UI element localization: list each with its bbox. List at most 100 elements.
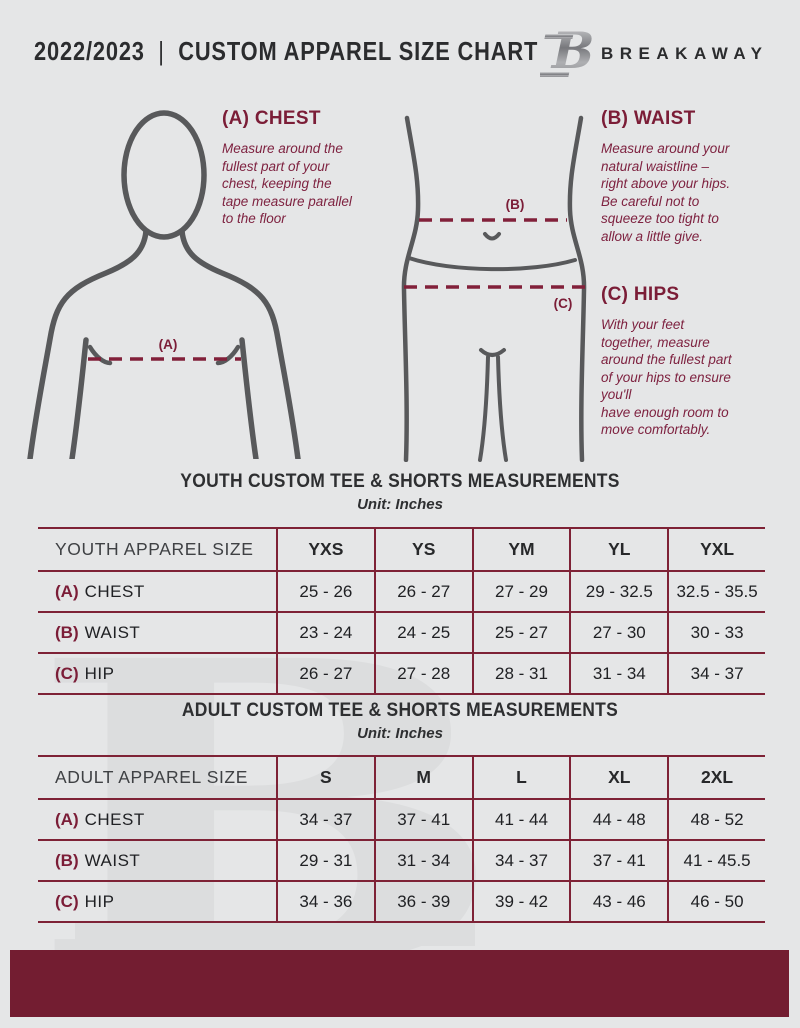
row-marker: (C)	[55, 663, 79, 683]
row-name: CHEST	[84, 809, 145, 829]
measurement-value: 41 - 44	[471, 800, 570, 839]
footer-accent-bar	[10, 950, 789, 1017]
measurement-value: 27 - 30	[569, 613, 667, 652]
figure-right-arm	[179, 228, 301, 459]
chest-figure-diagram: (A)	[27, 110, 301, 459]
waist-instructions: (B) WAIST Measure around your natural wa…	[601, 108, 800, 245]
youth-table-unit: Unit: Inches	[357, 496, 443, 513]
adult-header-row: ADULT APPAREL SIZE S M L XL 2XL	[38, 755, 765, 800]
hips-instructions: (C) HIPS With your feet together, measur…	[601, 284, 800, 439]
measurement-value: 36 - 39	[373, 882, 472, 921]
size-header-ym: YM	[471, 529, 570, 570]
measurement-value: 26 - 27	[276, 654, 374, 693]
logo-top-bar	[544, 34, 574, 39]
measurement-value: 29 - 31	[276, 841, 374, 880]
size-header-yxl: YXL	[667, 529, 765, 570]
size-header-yxs: YXS	[276, 529, 374, 570]
brand-name: BREAKAWAY	[601, 44, 769, 63]
measurement-value: 41 - 45.5	[667, 841, 765, 880]
page-title: 2022/2023 | CUSTOM APPAREL SIZE CHART	[34, 36, 538, 67]
measurement-value: 31 - 34	[569, 654, 667, 693]
row-name: WAIST	[84, 622, 141, 642]
measurement-value: 34 - 37	[471, 841, 570, 880]
figure-head	[121, 110, 207, 240]
youth-header-row: YOUTH APPAREL SIZE YXS YS YM YL YXL	[38, 527, 765, 572]
adult-hip-row: (C) HIP 34 - 36 36 - 39 39 - 42 43 - 46 4…	[38, 882, 765, 923]
adult-table-unit: Unit: Inches	[357, 725, 443, 742]
size-header-xl: XL	[569, 757, 667, 798]
row-marker: (B)	[55, 622, 79, 642]
row-marker: (B)	[55, 850, 79, 870]
measurement-value: 28 - 31	[471, 654, 570, 693]
row-marker: (C)	[55, 891, 79, 911]
figure-hip-curve	[407, 256, 577, 272]
figure-right-armpit	[215, 344, 241, 366]
figure-left-inner-leg	[478, 355, 490, 462]
measurement-value: 43 - 46	[569, 882, 667, 921]
youth-hip-row: (C) HIP 26 - 27 27 - 28 28 - 31 31 - 34 3…	[38, 654, 765, 695]
adult-size-table: ADULT APPAREL SIZE S M L XL 2XL (A) CHEST…	[38, 755, 765, 923]
measurement-value: 25 - 26	[276, 572, 374, 611]
measurement-value: 44 - 48	[569, 800, 667, 839]
measurement-value: 37 - 41	[373, 800, 472, 839]
row-label: (C) HIP	[38, 882, 276, 921]
size-header-l: L	[471, 757, 570, 798]
measurement-value: 27 - 29	[471, 572, 570, 611]
measurement-value: 34 - 37	[276, 800, 374, 839]
season-label: 2022/2023	[34, 36, 145, 66]
measurement-value: 34 - 36	[276, 882, 374, 921]
figure-right-side	[239, 337, 259, 459]
figure-right-outline	[567, 115, 587, 462]
figure-left-side	[69, 337, 89, 459]
row-marker: (A)	[55, 581, 79, 601]
waist-marker-label: (B)	[506, 197, 525, 212]
measurement-value: 34 - 37	[667, 654, 765, 693]
row-label: (C) HIP	[38, 654, 276, 693]
measurement-value: 29 - 32.5	[569, 572, 667, 611]
youth-chest-row: (A) CHEST 25 - 26 26 - 27 27 - 29 29 - 32…	[38, 572, 765, 613]
size-header-m: M	[373, 757, 472, 798]
title-text: CUSTOM APPAREL SIZE CHART	[178, 36, 539, 66]
measurement-value: 31 - 34	[373, 841, 472, 880]
row-name: CHEST	[84, 581, 145, 601]
figure-crotch-curve	[479, 348, 506, 357]
adult-waist-row: (B) WAIST 29 - 31 31 - 34 34 - 37 37 - 41…	[38, 841, 765, 882]
figure-navel	[483, 232, 501, 241]
adult-size-column-header: ADULT APPAREL SIZE	[55, 767, 248, 787]
youth-size-column-header: YOUTH APPAREL SIZE	[55, 539, 254, 559]
row-label: (A) CHEST	[38, 800, 276, 839]
youth-size-table: YOUTH APPAREL SIZE YXS YS YM YL YXL (A) C…	[38, 527, 765, 695]
size-header-ys: YS	[373, 529, 472, 570]
measurement-value: 25 - 27	[471, 613, 570, 652]
hips-marker-label: (C)	[554, 296, 573, 311]
measurement-value: 23 - 24	[276, 613, 374, 652]
measurement-value: 30 - 33	[667, 613, 765, 652]
measurement-value: 39 - 42	[471, 882, 570, 921]
chest-description: Measure around the fullest part of your …	[222, 141, 352, 226]
youth-table-title: YOUTH CUSTOM TEE & SHORTS MEASUREMENTS	[180, 471, 620, 492]
figure-left-outline	[401, 115, 421, 462]
figure-right-inner-leg	[496, 355, 508, 462]
row-label: (B) WAIST	[38, 613, 276, 652]
row-marker: (A)	[55, 809, 79, 829]
measurement-value: 27 - 28	[373, 654, 472, 693]
size-header-s: S	[276, 757, 374, 798]
row-name: WAIST	[84, 850, 141, 870]
chest-marker-label: (A)	[159, 337, 178, 352]
waist-hips-figure-diagram: (B) (C)	[401, 115, 587, 462]
breakaway-logo-icon: B	[540, 22, 592, 80]
logo-base-bar	[540, 72, 570, 77]
row-name: HIP	[84, 663, 115, 683]
title-separator: |	[158, 36, 165, 66]
adult-chest-row: (A) CHEST 34 - 37 37 - 41 41 - 44 44 - 48…	[38, 800, 765, 841]
measurement-value: 26 - 27	[373, 572, 472, 611]
hips-description: With your feet together, measure around …	[601, 317, 732, 437]
size-header-yl: YL	[569, 529, 667, 570]
row-label: (A) CHEST	[38, 572, 276, 611]
measurement-value: 46 - 50	[667, 882, 765, 921]
chest-heading: (A) CHEST	[222, 108, 321, 129]
row-name: HIP	[84, 891, 115, 911]
watermark-base-stroke	[75, 921, 475, 946]
hips-heading: (C) HIPS	[601, 284, 680, 305]
